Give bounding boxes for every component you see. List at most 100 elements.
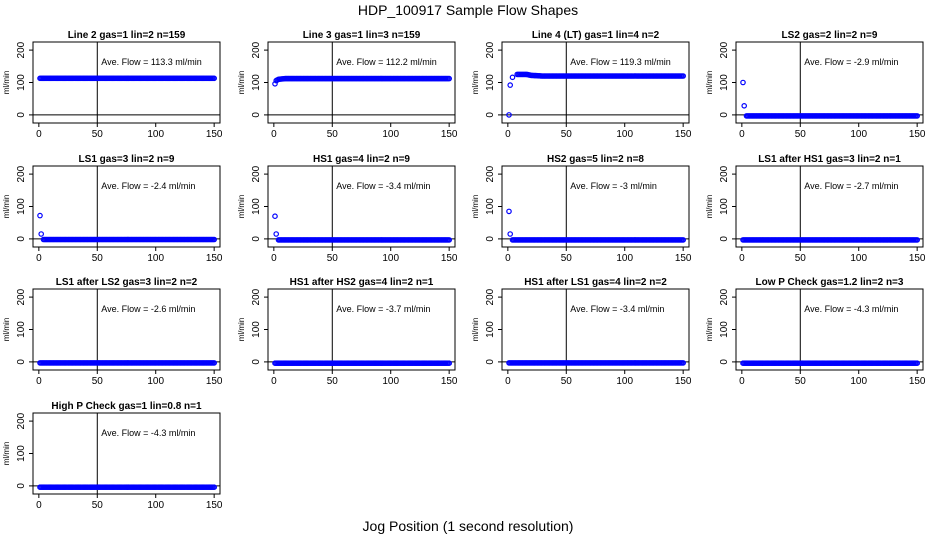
panel-title: HS1 gas=4 lin=2 n=9 <box>313 154 410 165</box>
plot-frame <box>501 288 690 371</box>
x-tick-label: 100 <box>616 129 633 140</box>
y-tick-label: 0 <box>485 112 496 118</box>
plot-frame <box>501 41 690 124</box>
x-tick-label: 50 <box>92 376 104 387</box>
data-point <box>272 213 278 220</box>
ave-flow-annotation: Ave. Flow = -3.4 ml/min <box>570 304 664 314</box>
ave-flow-annotation: Ave. Flow = -2.9 ml/min <box>804 57 898 67</box>
y-axis-label: ml/min <box>237 318 246 342</box>
x-tick-label: 0 <box>36 376 42 387</box>
data-point <box>37 212 43 219</box>
plot-frame <box>32 41 221 124</box>
y-tick-label: 0 <box>719 112 730 118</box>
x-tick-label: 0 <box>271 376 277 387</box>
y-tick-label: 100 <box>719 74 730 91</box>
plot-frame <box>32 288 221 371</box>
x-tick-label: 0 <box>36 253 42 264</box>
panel-title: LS1 after HS1 gas=3 lin=2 n=1 <box>758 154 901 165</box>
x-tick-label: 50 <box>561 376 573 387</box>
panel-12: Low P Check gas=1.2 lin=2 n=3 ml/min 0 100 2… <box>705 277 926 387</box>
y-tick-label: 100 <box>251 198 262 215</box>
y-tick-label: 0 <box>16 112 27 118</box>
data-point <box>211 484 218 491</box>
data-point <box>506 208 512 215</box>
panel-8: LS1 after HS1 gas=3 lin=2 n=1 ml/min 0 100 2… <box>705 154 926 264</box>
ave-flow-annotation: Ave. Flow = -2.4 ml/min <box>101 181 195 191</box>
panel-9: LS1 after LS2 gas=3 lin=2 n=2 ml/min 0 100 2… <box>2 277 223 387</box>
data-point <box>914 237 921 243</box>
y-axis-label: ml/min <box>705 195 714 219</box>
ave-flow-annotation: Ave. Flow = 113.3 ml/min <box>101 57 201 67</box>
data-point <box>680 360 687 366</box>
y-tick-label: 200 <box>251 165 262 182</box>
panel-5: LS1 gas=3 lin=2 n=9 ml/min 0 100 200 0 50 100 15… <box>2 154 223 264</box>
y-tick-label: 100 <box>251 74 262 91</box>
x-tick-label: 100 <box>382 253 399 264</box>
data-point <box>211 360 218 366</box>
y-tick-label: 100 <box>485 198 496 215</box>
data-point <box>914 113 921 119</box>
y-tick-label: 200 <box>16 412 27 429</box>
x-tick-label: 50 <box>92 129 104 140</box>
x-tick-label: 150 <box>675 253 692 264</box>
ave-flow-annotation: Ave. Flow = -2.7 ml/min <box>804 181 898 191</box>
plot-frame <box>32 165 221 248</box>
y-tick-label: 200 <box>16 288 27 305</box>
x-tick-label: 50 <box>92 500 104 511</box>
x-tick-label: 100 <box>147 129 164 140</box>
y-tick-label: 0 <box>16 483 27 489</box>
y-tick-label: 0 <box>251 359 262 365</box>
x-tick-label: 0 <box>739 253 745 264</box>
x-tick-label: 100 <box>616 253 633 264</box>
plot-frame <box>735 41 924 124</box>
data-point <box>211 236 218 243</box>
y-tick-label: 200 <box>485 165 496 182</box>
panel-title: Low P Check gas=1.2 lin=2 n=3 <box>756 277 904 288</box>
y-tick-label: 0 <box>719 236 730 242</box>
y-axis-label: ml/min <box>471 318 480 342</box>
y-tick-label: 200 <box>719 165 730 182</box>
data-point <box>507 82 514 88</box>
y-tick-label: 200 <box>485 288 496 305</box>
data-point <box>446 360 453 367</box>
plot-frame <box>32 412 221 495</box>
data-point <box>506 112 512 118</box>
y-tick-label: 200 <box>251 41 262 58</box>
x-tick-label: 50 <box>795 253 807 264</box>
data-point <box>741 103 748 109</box>
data-point <box>914 360 921 367</box>
x-tick-label: 150 <box>206 500 223 511</box>
x-tick-label: 50 <box>561 129 573 140</box>
x-tick-label: 0 <box>36 129 42 140</box>
ave-flow-annotation: Ave. Flow = -3.4 ml/min <box>336 181 430 191</box>
data-point <box>273 231 280 237</box>
panel-title: Line 4 (LT) gas=1 lin=4 n=2 <box>532 30 660 41</box>
y-tick-label: 200 <box>16 41 27 58</box>
panel-title: Line 3 gas=1 lin=3 n=159 <box>303 30 421 41</box>
y-tick-label: 100 <box>719 321 730 338</box>
y-axis-label: ml/min <box>237 195 246 219</box>
y-axis-label: ml/min <box>2 195 11 219</box>
panel-13: High P Check gas=1 lin=0.8 n=1 ml/min 0 100… <box>2 401 223 511</box>
plot-frame <box>267 165 456 248</box>
data-point <box>446 237 453 243</box>
y-axis-label: ml/min <box>471 71 480 95</box>
x-tick-label: 0 <box>505 129 511 140</box>
panel-title: LS1 gas=3 lin=2 n=9 <box>79 154 175 165</box>
y-tick-label: 200 <box>251 288 262 305</box>
x-tick-label: 0 <box>271 129 277 140</box>
x-tick-label: 50 <box>92 253 104 264</box>
x-tick-label: 0 <box>36 500 42 511</box>
y-tick-label: 0 <box>719 359 730 365</box>
y-tick-label: 100 <box>16 74 27 91</box>
panel-7: HS2 gas=5 lin=2 n=8 ml/min 0 100 200 0 50 100 15… <box>471 154 692 264</box>
plot-frame <box>735 288 924 371</box>
x-tick-label: 150 <box>441 129 458 140</box>
x-tick-label: 100 <box>850 376 867 387</box>
x-tick-label: 150 <box>675 129 692 140</box>
x-tick-label: 0 <box>505 253 511 264</box>
y-axis-label: ml/min <box>705 71 714 95</box>
x-tick-label: 0 <box>739 129 745 140</box>
y-tick-label: 100 <box>16 321 27 338</box>
